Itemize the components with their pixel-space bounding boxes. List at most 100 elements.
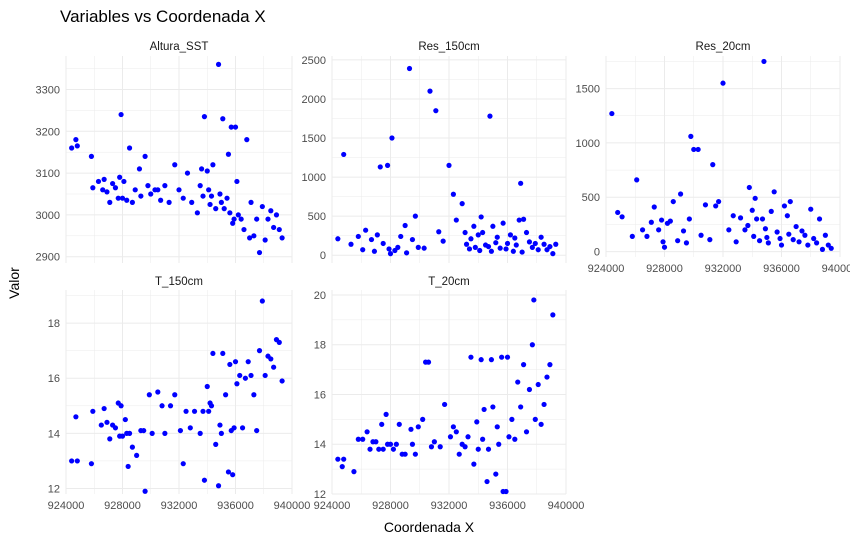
data-point (415, 424, 421, 430)
data-point (499, 354, 505, 360)
data-point (213, 441, 219, 447)
data-point (355, 436, 361, 442)
data-point (547, 362, 553, 368)
data-point (466, 246, 473, 252)
data-point (213, 206, 219, 212)
data-point (512, 436, 518, 442)
data-point (509, 416, 515, 422)
data-point (225, 469, 232, 475)
data-point (383, 411, 389, 417)
data-point (251, 233, 257, 239)
data-point (341, 151, 347, 158)
y-tick-label: 0 (594, 247, 600, 259)
data-point (227, 210, 233, 216)
data-point (691, 146, 697, 153)
data-point (713, 203, 719, 209)
y-tick-label: 14 (48, 428, 60, 440)
data-point (276, 339, 282, 345)
data-point (793, 223, 799, 230)
data-point (756, 238, 763, 244)
data-point (162, 183, 168, 189)
y-tick-label: 18 (48, 318, 60, 330)
data-point (259, 203, 265, 210)
data-point (187, 425, 193, 431)
data-point (101, 176, 107, 182)
data-point (118, 403, 124, 409)
data-point (487, 113, 493, 119)
data-point (639, 227, 646, 233)
data-point (819, 246, 826, 252)
data-point (101, 405, 107, 412)
data-point (462, 444, 468, 450)
data-point (503, 488, 509, 495)
data-point (433, 108, 439, 114)
data-point (215, 483, 222, 489)
data-point (702, 202, 709, 208)
data-point (138, 193, 144, 199)
data-point (802, 232, 808, 238)
data-point (412, 213, 418, 219)
data-point (159, 403, 165, 409)
data-point (515, 379, 521, 385)
panel-altura-sst: 2900 3000 3100 3200 3300 Altura_SST (36, 41, 293, 264)
data-point (707, 237, 713, 243)
data-point (268, 208, 274, 214)
data-point (529, 244, 535, 250)
data-point (478, 214, 484, 220)
data-point (206, 408, 212, 414)
data-point (425, 359, 432, 365)
data-point (661, 244, 668, 250)
data-point (535, 247, 541, 253)
data-point (129, 199, 135, 205)
data-point (384, 162, 391, 168)
data-point (828, 245, 834, 251)
data-point (395, 244, 401, 250)
x-axis-title: Coordenada X (384, 519, 475, 535)
data-point (450, 191, 456, 197)
data-point (235, 212, 241, 218)
y-tick-label: 14 (314, 439, 326, 451)
data-point (199, 166, 205, 172)
data-point (90, 185, 96, 191)
x-tick-label: 936000 (217, 500, 254, 512)
data-point (768, 208, 774, 214)
data-point (98, 422, 104, 428)
data-point (387, 251, 394, 257)
data-point (218, 199, 224, 205)
data-point (518, 180, 524, 186)
data-point (220, 116, 226, 122)
data-point (248, 199, 254, 205)
data-point (550, 312, 556, 318)
data-point (409, 236, 416, 243)
data-point (256, 348, 263, 354)
data-point (480, 436, 486, 442)
data-point (519, 249, 525, 255)
data-point (811, 235, 817, 242)
data-point (200, 408, 206, 414)
data-point (69, 145, 75, 151)
panel-strip-label: Altura_SST (150, 41, 209, 53)
data-point (273, 212, 280, 218)
data-point (183, 408, 189, 414)
data-point (177, 427, 184, 434)
data-point (231, 425, 237, 431)
data-point (436, 229, 442, 235)
data-point (778, 242, 785, 248)
data-point (784, 213, 790, 219)
data-point (677, 191, 684, 197)
data-point (341, 456, 347, 462)
data-point (227, 361, 233, 368)
data-point (119, 433, 126, 439)
data-point (745, 222, 751, 229)
data-point (262, 372, 268, 379)
data-point (217, 422, 223, 428)
data-point (217, 191, 223, 197)
panel-strip-label: Res_20cm (696, 41, 751, 53)
data-point (531, 297, 537, 303)
data-point (754, 216, 760, 222)
data-point (360, 436, 366, 442)
data-point (799, 228, 805, 234)
data-point (667, 218, 673, 224)
y-tick-label: 1500 (576, 84, 600, 96)
data-point (720, 80, 726, 86)
